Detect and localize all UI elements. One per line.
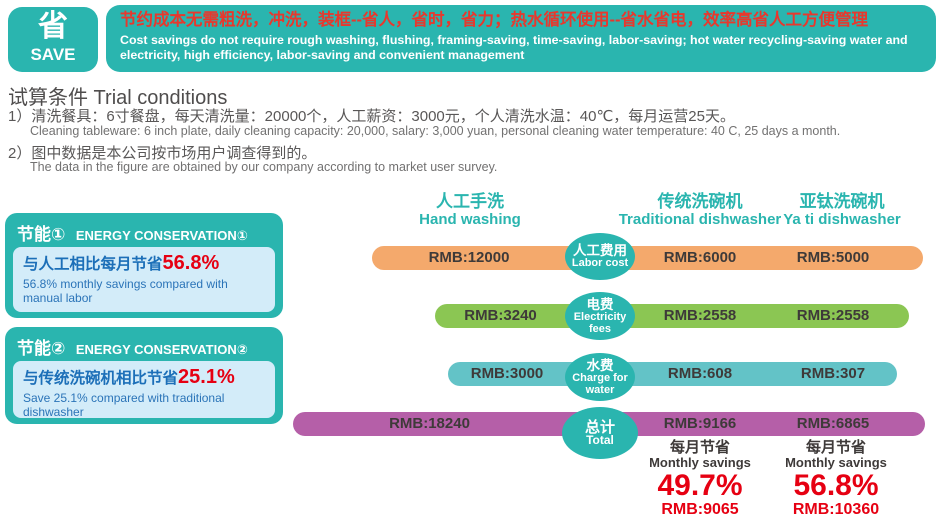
energy-box-1-title-zh: 节能① (17, 225, 66, 244)
savings-yati-en: Monthly savings (785, 455, 887, 470)
savings-traditional-en: Monthly savings (649, 455, 751, 470)
column-header-hand-washing-en: Hand washing (419, 211, 521, 228)
savings-traditional: 每月节省 Monthly savings 49.7% RMB:9065 (622, 440, 778, 518)
row-circle-total-zh: 总计 (584, 418, 615, 436)
save-badge-zh: 省 (38, 10, 68, 43)
save-badge: 省 SAVE (8, 7, 98, 72)
bar-labor-cost (372, 246, 923, 270)
value-water-hand: RMB:3000 (470, 365, 544, 382)
energy-box-2-header: 节能② ENERGY CONSERVATION② (5, 327, 283, 359)
trial-item2-zh: 2）图中数据是本公司按市场用户调查得到的。 (8, 145, 317, 162)
bar-electricity-fees (435, 304, 909, 328)
value-total-hand: RMB:18240 (389, 415, 470, 432)
value-electricity-hand: RMB:3240 (464, 307, 537, 324)
value-water-traditional: RMB:608 (667, 365, 733, 382)
column-header-hand-washing: 人工手洗 Hand washing (390, 192, 550, 228)
row-circle-labor-cost: 人工费用 Labor cost (565, 233, 635, 280)
savings-traditional-percent: 49.7% (657, 469, 743, 502)
row-circle-electricity-en: Electricity fees (573, 311, 627, 335)
savings-yati-amount: RMB:10360 (792, 501, 880, 518)
value-water-yati: RMB:307 (800, 365, 866, 382)
bar-charge-for-water (448, 362, 897, 386)
energy-box-1-panel: 与人工相比每月节省56.8% 56.8% monthly savings com… (13, 247, 275, 312)
row-circle-electricity-zh: 电费 (586, 297, 614, 312)
row-circle-water-en: Charge for water (572, 372, 628, 396)
energy-box-2-line-zh: 与传统洗碗机相比节省 (23, 370, 179, 387)
energy-box-1-title-en: ENERGY CONSERVATION① (75, 228, 248, 243)
value-electricity-yati: RMB:2558 (796, 307, 870, 324)
energy-box-2-title-en: ENERGY CONSERVATION② (75, 342, 248, 357)
value-labor-traditional: RMB:6000 (663, 249, 737, 266)
energy-box-1-line-en: 56.8% monthly savings compared with manu… (23, 277, 228, 305)
row-circle-water: 水费 Charge for water (565, 353, 635, 401)
header-title-zh: 节约成本无需粗洗，冲洗，装框--省人，省时，省力；热水循环使用--省水省电，效率… (120, 11, 868, 29)
column-header-traditional-en: Traditional dishwasher (618, 211, 782, 228)
energy-box-2-line-en: Save 25.1% compared with traditional dis… (23, 391, 225, 419)
savings-yati-percent: 56.8% (793, 469, 879, 502)
energy-box-2-title-zh: 节能② (17, 339, 66, 358)
trial-item1-zh: 1）清洗餐具：6寸餐盘，每天清洗量：20000个，人工薪资：3000元，个人清洗… (8, 108, 735, 125)
energy-box-1-header: 节能① ENERGY CONSERVATION① (5, 213, 283, 245)
savings-yati: 每月节省 Monthly savings 56.8% RMB:10360 (758, 440, 914, 518)
value-total-yati: RMB:6865 (796, 415, 870, 432)
column-header-traditional: 传统洗碗机 Traditional dishwasher (605, 192, 795, 228)
header-title-en: Cost savings do not require rough washin… (120, 33, 908, 62)
value-labor-yati: RMB:5000 (796, 249, 870, 266)
energy-box-2: 节能② ENERGY CONSERVATION② 与传统洗碗机相比节省25.1%… (5, 327, 283, 424)
energy-box-2-highlight: 25.1% (178, 366, 235, 388)
column-header-hand-washing-zh: 人工手洗 (436, 192, 504, 211)
row-circle-water-zh: 水费 (586, 358, 614, 373)
energy-box-1-line-zh: 与人工相比每月节省 (23, 256, 163, 273)
energy-box-2-line: 与传统洗碗机相比节省25.1% (23, 366, 265, 389)
trial-conditions-heading: 试算条件 Trial conditions (8, 87, 228, 109)
row-circle-electricity: 电费 Electricity fees (565, 292, 635, 340)
savings-yati-zh: 每月节省 (805, 439, 866, 456)
column-header-yati: 亚钛洗碗机 Ya ti dishwasher (757, 192, 927, 228)
row-circle-total: 总计 Total (562, 407, 638, 459)
value-total-traditional: RMB:9166 (663, 415, 737, 432)
trial-item1-en: Cleaning tableware: 6 inch plate, daily … (30, 124, 841, 138)
energy-box-1-line: 与人工相比每月节省56.8% (23, 252, 265, 275)
column-header-yati-zh: 亚钛洗碗机 (799, 192, 885, 211)
energy-box-2-panel: 与传统洗碗机相比节省25.1% Save 25.1% compared with… (13, 361, 275, 419)
row-circle-total-en: Total (586, 432, 614, 447)
savings-traditional-amount: RMB:9065 (661, 501, 739, 518)
save-badge-en: SAVE (30, 45, 76, 64)
energy-box-1: 节能① ENERGY CONSERVATION① 与人工相比每月节省56.8% … (5, 213, 283, 318)
energy-box-1-highlight: 56.8% (162, 252, 220, 274)
row-circle-labor-zh: 人工费用 (573, 243, 627, 259)
column-header-traditional-zh: 传统洗碗机 (657, 192, 743, 211)
value-electricity-traditional: RMB:2558 (663, 307, 737, 324)
column-header-yati-en: Ya ti dishwasher (783, 211, 901, 228)
trial-item2-en: The data in the figure are obtained by o… (30, 160, 498, 174)
row-circle-labor-en: Labor cost (571, 257, 629, 270)
header-banner: 节约成本无需粗洗，冲洗，装框--省人，省时，省力；热水循环使用--省水省电，效率… (106, 5, 936, 72)
savings-traditional-zh: 每月节省 (669, 439, 730, 456)
value-labor-hand: RMB:12000 (428, 249, 510, 266)
